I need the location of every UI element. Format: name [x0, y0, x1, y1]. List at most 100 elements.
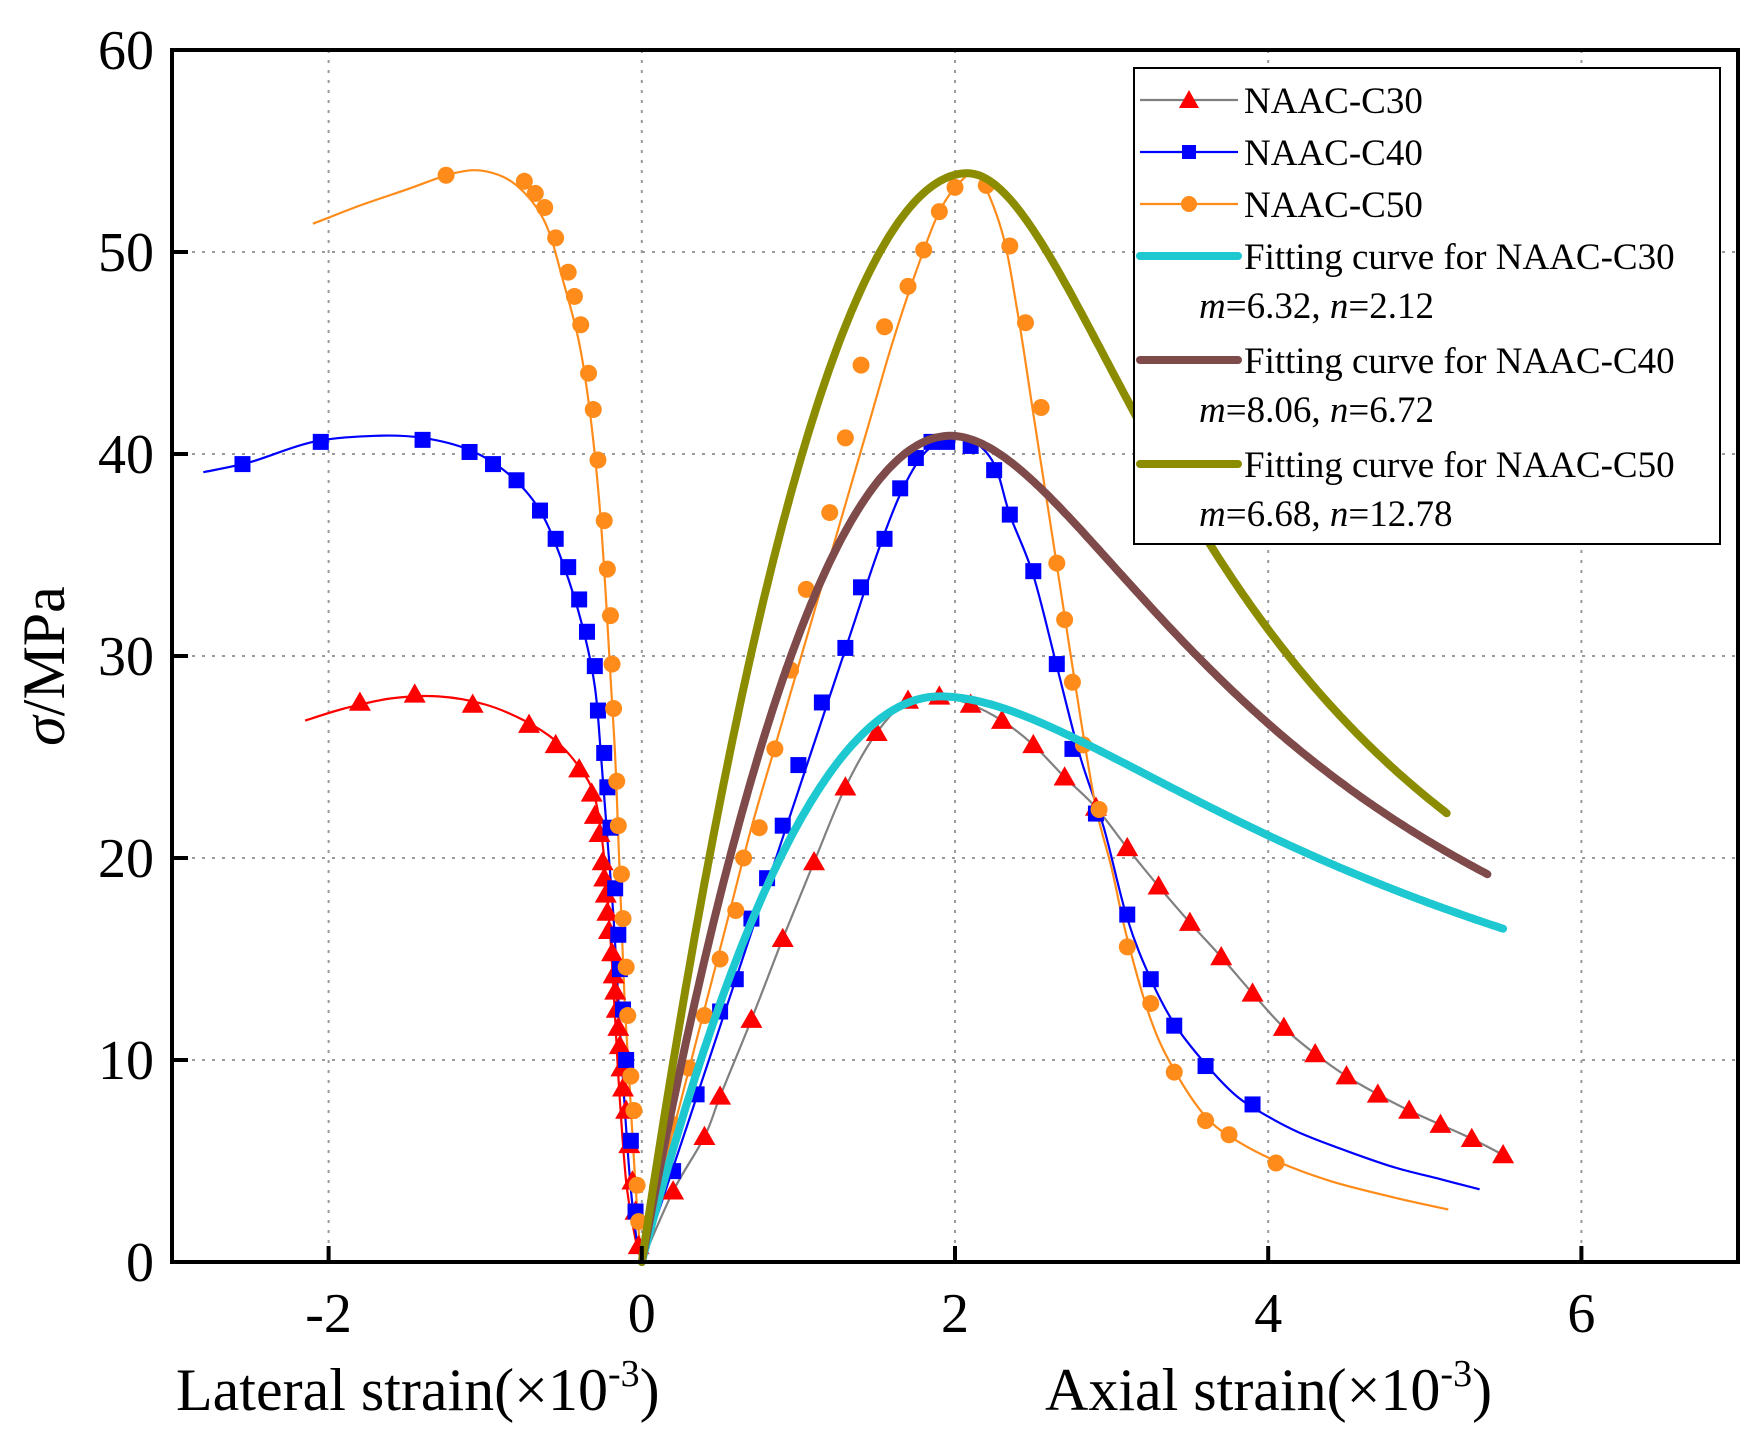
marker-lateral-NAAC-C50: [580, 364, 598, 382]
marker-lateral-NAAC-C50: [547, 229, 565, 247]
y-axis-title: σ/MPa: [11, 586, 77, 746]
marker-lateral-NAAC-C40: [596, 744, 613, 761]
legend-param-n-symbol: n: [1330, 286, 1349, 327]
marker-axial-NAAC-C50: [915, 241, 933, 259]
marker-lateral-NAAC-C50: [526, 184, 544, 202]
marker-axial-NAAC-C40: [986, 462, 1003, 479]
marker-lateral-NAAC-C40: [508, 472, 525, 489]
marker-axial-NAAC-C30: [1429, 1113, 1452, 1133]
marker-lateral-NAAC-C40: [234, 456, 251, 473]
x-tick-label: 6: [1567, 1283, 1595, 1345]
marker-axial-NAAC-C50: [1048, 554, 1066, 572]
marker-axial-NAAC-C50: [735, 849, 753, 867]
marker-lateral-NAAC-C30: [608, 1034, 631, 1055]
marker-lateral-NAAC-C40: [571, 591, 588, 608]
marker-lateral-NAAC-C50: [603, 655, 621, 673]
marker-axial-NAAC-C40: [813, 694, 830, 711]
marker-axial-NAAC-C30: [1335, 1065, 1358, 1085]
marker-lateral-NAAC-C30: [596, 901, 619, 921]
marker-axial-NAAC-C50: [1197, 1112, 1215, 1130]
marker-axial-NAAC-C50: [930, 203, 948, 221]
legend-marker-NAAC-C50: [1181, 196, 1197, 212]
marker-lateral-NAAC-C50: [572, 316, 590, 334]
y-tick-label: 50: [98, 222, 154, 284]
marker-axial-NAAC-C50: [1056, 611, 1074, 629]
x-tick-label: 4: [1254, 1283, 1282, 1345]
x-axis-exponent-axial: -3: [1440, 1353, 1472, 1395]
marker-axial-NAAC-C50: [852, 356, 870, 374]
legend-param-n-symbol: n: [1330, 390, 1349, 431]
marker-lateral-NAAC-C30: [518, 713, 541, 733]
marker-axial-NAAC-C50: [1267, 1154, 1285, 1172]
marker-axial-NAAC-C30: [865, 721, 888, 742]
marker-lateral-NAAC-C50: [565, 287, 583, 305]
marker-axial-NAAC-C30: [1147, 875, 1170, 895]
legend-param-m-symbol: m: [1199, 390, 1226, 431]
marker-lateral-NAAC-C40: [485, 456, 502, 473]
marker-lateral-NAAC-C40: [622, 1132, 639, 1149]
fitting-curves: [637, 169, 1508, 1266]
y-tick-label: 10: [98, 1030, 154, 1092]
marker-axial-NAAC-C30: [1116, 836, 1139, 857]
marker-axial-NAAC-C50: [1165, 1063, 1183, 1081]
marker-lateral-NAAC-C30: [403, 683, 426, 703]
marker-lateral-NAAC-C50: [559, 263, 577, 281]
marker-lateral-NAAC-C50: [584, 401, 602, 419]
marker-lateral-NAAC-C30: [604, 980, 627, 1000]
marker-axial-NAAC-C50: [766, 740, 784, 758]
marker-axial-NAAC-C40: [853, 579, 870, 596]
marker-axial-NAAC-C40: [837, 639, 854, 656]
legend-param-m-value: =6.68,: [1226, 494, 1330, 535]
y-tick-label: 30: [98, 626, 154, 688]
marker-lateral-NAAC-C40: [414, 431, 431, 448]
marker-axial-NAAC-C50: [1118, 938, 1136, 956]
marker-lateral-NAAC-C50: [622, 1067, 640, 1085]
marker-axial-NAAC-C50: [750, 819, 768, 837]
marker-lateral-NAAC-C50: [617, 958, 635, 976]
axis-ticks: [172, 48, 1584, 1264]
marker-axial-NAAC-C50: [836, 429, 854, 447]
marker-lateral-NAAC-C50: [619, 1007, 637, 1025]
legend-label-Fitting curve for NAAC-C50: Fitting curve for NAAC-C50: [1244, 445, 1675, 486]
marker-axial-NAAC-C40: [1244, 1096, 1261, 1113]
marker-axial-NAAC-C30: [1022, 733, 1045, 754]
marker-lateral-NAAC-C30: [588, 822, 611, 843]
marker-lateral-NAAC-C50: [595, 512, 613, 530]
marker-axial-NAAC-C30: [1053, 766, 1076, 786]
marker-axial-NAAC-C40: [1119, 906, 1136, 923]
fit-curve-Fitting curve for NAAC-C50: [637, 169, 1451, 1266]
marker-axial-NAAC-C40: [1197, 1058, 1214, 1075]
y-tick-label: 40: [98, 424, 154, 486]
marker-lateral-NAAC-C50: [609, 817, 627, 835]
fit-curve-Fitting curve for NAAC-C40: [637, 431, 1492, 1266]
curve-lateral-NAAC-C30: [304, 694, 643, 1263]
marker-lateral-NAAC-C30: [601, 941, 624, 962]
marker-axial-NAAC-C30: [1492, 1143, 1515, 1164]
marker-lateral-NAAC-C30: [544, 733, 567, 754]
legend-param-m-value: =8.06,: [1226, 390, 1330, 431]
legend-label-Fitting curve for NAAC-C30: Fitting curve for NAAC-C30: [1244, 237, 1675, 278]
legend-label-NAAC-C40: NAAC-C40: [1244, 133, 1423, 174]
legend-param-n-value: =12.78: [1348, 494, 1452, 535]
marker-lateral-NAAC-C40: [589, 702, 606, 719]
marker-axial-NAAC-C30: [1366, 1083, 1389, 1103]
legend-param-n-symbol: n: [1330, 494, 1349, 535]
marker-lateral-NAAC-C50: [608, 772, 626, 790]
marker-lateral-NAAC-C50: [515, 172, 533, 190]
marker-axial-NAAC-C30: [1241, 982, 1264, 1002]
marker-lateral-NAAC-C50: [605, 700, 623, 718]
marker-axial-NAAC-C30: [1272, 1016, 1295, 1036]
marker-lateral-NAAC-C40: [461, 443, 478, 460]
marker-axial-NAAC-C50: [1142, 994, 1160, 1012]
marker-axial-NAAC-C30: [740, 1008, 763, 1028]
legend-params-Fitting curve for NAAC-C40: m=8.06, n=6.72: [1199, 390, 1434, 431]
marker-lateral-NAAC-C30: [591, 851, 614, 871]
marker-axial-NAAC-C30: [1398, 1099, 1421, 1119]
marker-lateral-NAAC-C40: [586, 658, 603, 675]
marker-axial-NAAC-C40: [1166, 1017, 1183, 1034]
marker-lateral-NAAC-C30: [607, 1016, 630, 1036]
marker-lateral-NAAC-C30: [580, 782, 603, 802]
marker-axial-NAAC-C30: [662, 1180, 685, 1200]
marker-axial-NAAC-C50: [876, 318, 894, 336]
